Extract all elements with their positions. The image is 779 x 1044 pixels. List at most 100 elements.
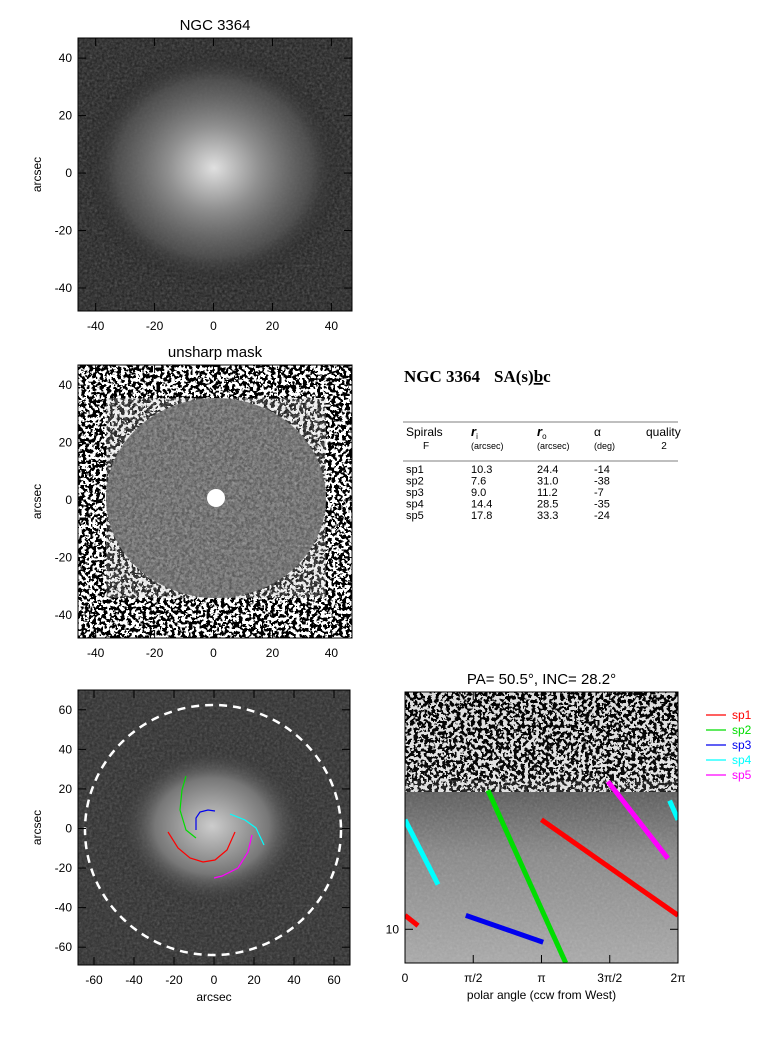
x-tick-label: -20 (146, 646, 164, 660)
legend-label: sp2 (732, 723, 752, 737)
morphology-part: SA(s) (494, 367, 534, 386)
header-label: α (594, 425, 601, 439)
column-unit: (arcsec) (471, 441, 504, 451)
table-cell: sp3 (406, 487, 424, 499)
column-sub: 2 (661, 441, 667, 452)
y-tick-label: 40 (59, 378, 73, 392)
x-tick-label: 0 (402, 971, 409, 985)
column-header: ri (471, 424, 478, 441)
x-tick-label: -40 (125, 973, 143, 987)
x-tick-label: π (537, 971, 545, 985)
legend-label: sp4 (732, 753, 752, 767)
x-tick-label: 20 (266, 319, 280, 333)
y-axis-label: arcsec (30, 810, 44, 845)
y-tick-label: 0 (65, 493, 72, 507)
x-tick-label: -40 (87, 319, 105, 333)
header-label: r (537, 424, 543, 439)
x-tick-label: 2π (671, 971, 686, 985)
column-header: ro (537, 424, 547, 441)
y-tick-label: -20 (55, 551, 73, 565)
spiral-line (605, 779, 670, 860)
morphology-part: c (543, 367, 551, 386)
y-tick-label: 10 (386, 922, 400, 936)
image-2 (78, 365, 352, 638)
x-tick-label: 0 (210, 646, 217, 660)
table-cell: 14.4 (471, 499, 492, 511)
image-4 (405, 692, 678, 963)
table-title: NGC 3364 SA(s)bc (404, 367, 551, 386)
y-tick-label: 20 (59, 436, 73, 450)
table-cell: 31.0 (537, 476, 558, 488)
table-cell: 17.8 (471, 510, 492, 522)
galaxy-name: NGC 3364 (404, 367, 481, 386)
x-tick-label: 0 (211, 973, 218, 987)
header-label: r (471, 424, 477, 439)
column-header: α (594, 425, 601, 439)
x-tick-label: 40 (325, 646, 339, 660)
table-cell: sp5 (406, 510, 424, 522)
table-cell: 7.6 (471, 476, 486, 488)
spiral-line (465, 913, 544, 945)
table-cell: sp2 (406, 476, 424, 488)
table-cell: -7 (594, 487, 604, 499)
table-cell: -24 (594, 510, 610, 522)
table-cell: sp4 (406, 499, 424, 511)
x-tick-label: -20 (165, 973, 183, 987)
image-3 (78, 690, 350, 965)
header-index: i (476, 432, 478, 441)
x-axis-label: arcsec (196, 990, 231, 1004)
x-tick-label: 20 (266, 646, 280, 660)
y-tick-label: 40 (59, 51, 73, 65)
table-cell: 11.2 (537, 487, 558, 499)
y-tick-label: -40 (55, 901, 73, 915)
x-tick-label: 40 (325, 319, 339, 333)
column-unit: (arcsec) (537, 441, 570, 451)
y-tick-label: -20 (55, 224, 73, 238)
x-tick-label: 3π/2 (597, 971, 622, 985)
header-label: quality (646, 425, 681, 439)
column-unit: (deg) (594, 441, 615, 451)
chart-title: unsharp mask (168, 344, 263, 361)
table-cell: 9.0 (471, 487, 486, 499)
x-tick-label: -60 (85, 973, 103, 987)
table-cell: 10.3 (471, 464, 492, 476)
table-cell: -38 (594, 476, 610, 488)
table-cell: 28.5 (537, 499, 558, 511)
y-tick-label: 40 (59, 742, 73, 756)
legend-label: sp5 (732, 768, 752, 782)
column-header: Spirals (406, 425, 443, 439)
table-cell: -14 (594, 464, 610, 476)
x-tick-label: -40 (87, 646, 105, 660)
spiral-table: NGC 3364 SA(s)bcSpiralsFri(arcsec)ro(arcs… (403, 367, 681, 522)
y-tick-label: 20 (59, 109, 73, 123)
x-tick-label: π/2 (464, 971, 483, 985)
chart-title: NGC 3364 (180, 17, 251, 34)
chart-title: PA= 50.5°, INC= 28.2° (467, 671, 616, 688)
image-1 (78, 38, 352, 311)
column-header: quality (646, 425, 681, 439)
y-tick-label: 0 (65, 821, 72, 835)
legend-label: sp1 (732, 708, 752, 722)
table-cell: 33.3 (537, 510, 558, 522)
spiral-line (485, 789, 569, 963)
x-tick-label: 20 (247, 973, 261, 987)
table-cell: -35 (594, 499, 610, 511)
morphology-part: b (534, 367, 543, 386)
table-cell: sp1 (406, 464, 424, 476)
plot-frame (77, 37, 353, 312)
y-tick-label: 20 (59, 782, 73, 796)
x-tick-label: 0 (210, 319, 217, 333)
spiral-line (405, 799, 678, 886)
x-tick-label: 40 (287, 973, 301, 987)
spiral-line (405, 817, 678, 928)
x-axis-label: polar angle (ccw from West) (467, 988, 616, 1002)
table-cell: 24.4 (537, 464, 558, 476)
y-tick-label: -20 (55, 861, 73, 875)
y-axis-label: arcsec (30, 157, 44, 192)
y-tick-label: -60 (55, 940, 73, 954)
y-tick-label: 60 (59, 703, 73, 717)
y-tick-label: -40 (55, 281, 73, 295)
x-tick-label: -20 (146, 319, 164, 333)
header-index: o (542, 432, 547, 441)
y-tick-label: -40 (55, 608, 73, 622)
